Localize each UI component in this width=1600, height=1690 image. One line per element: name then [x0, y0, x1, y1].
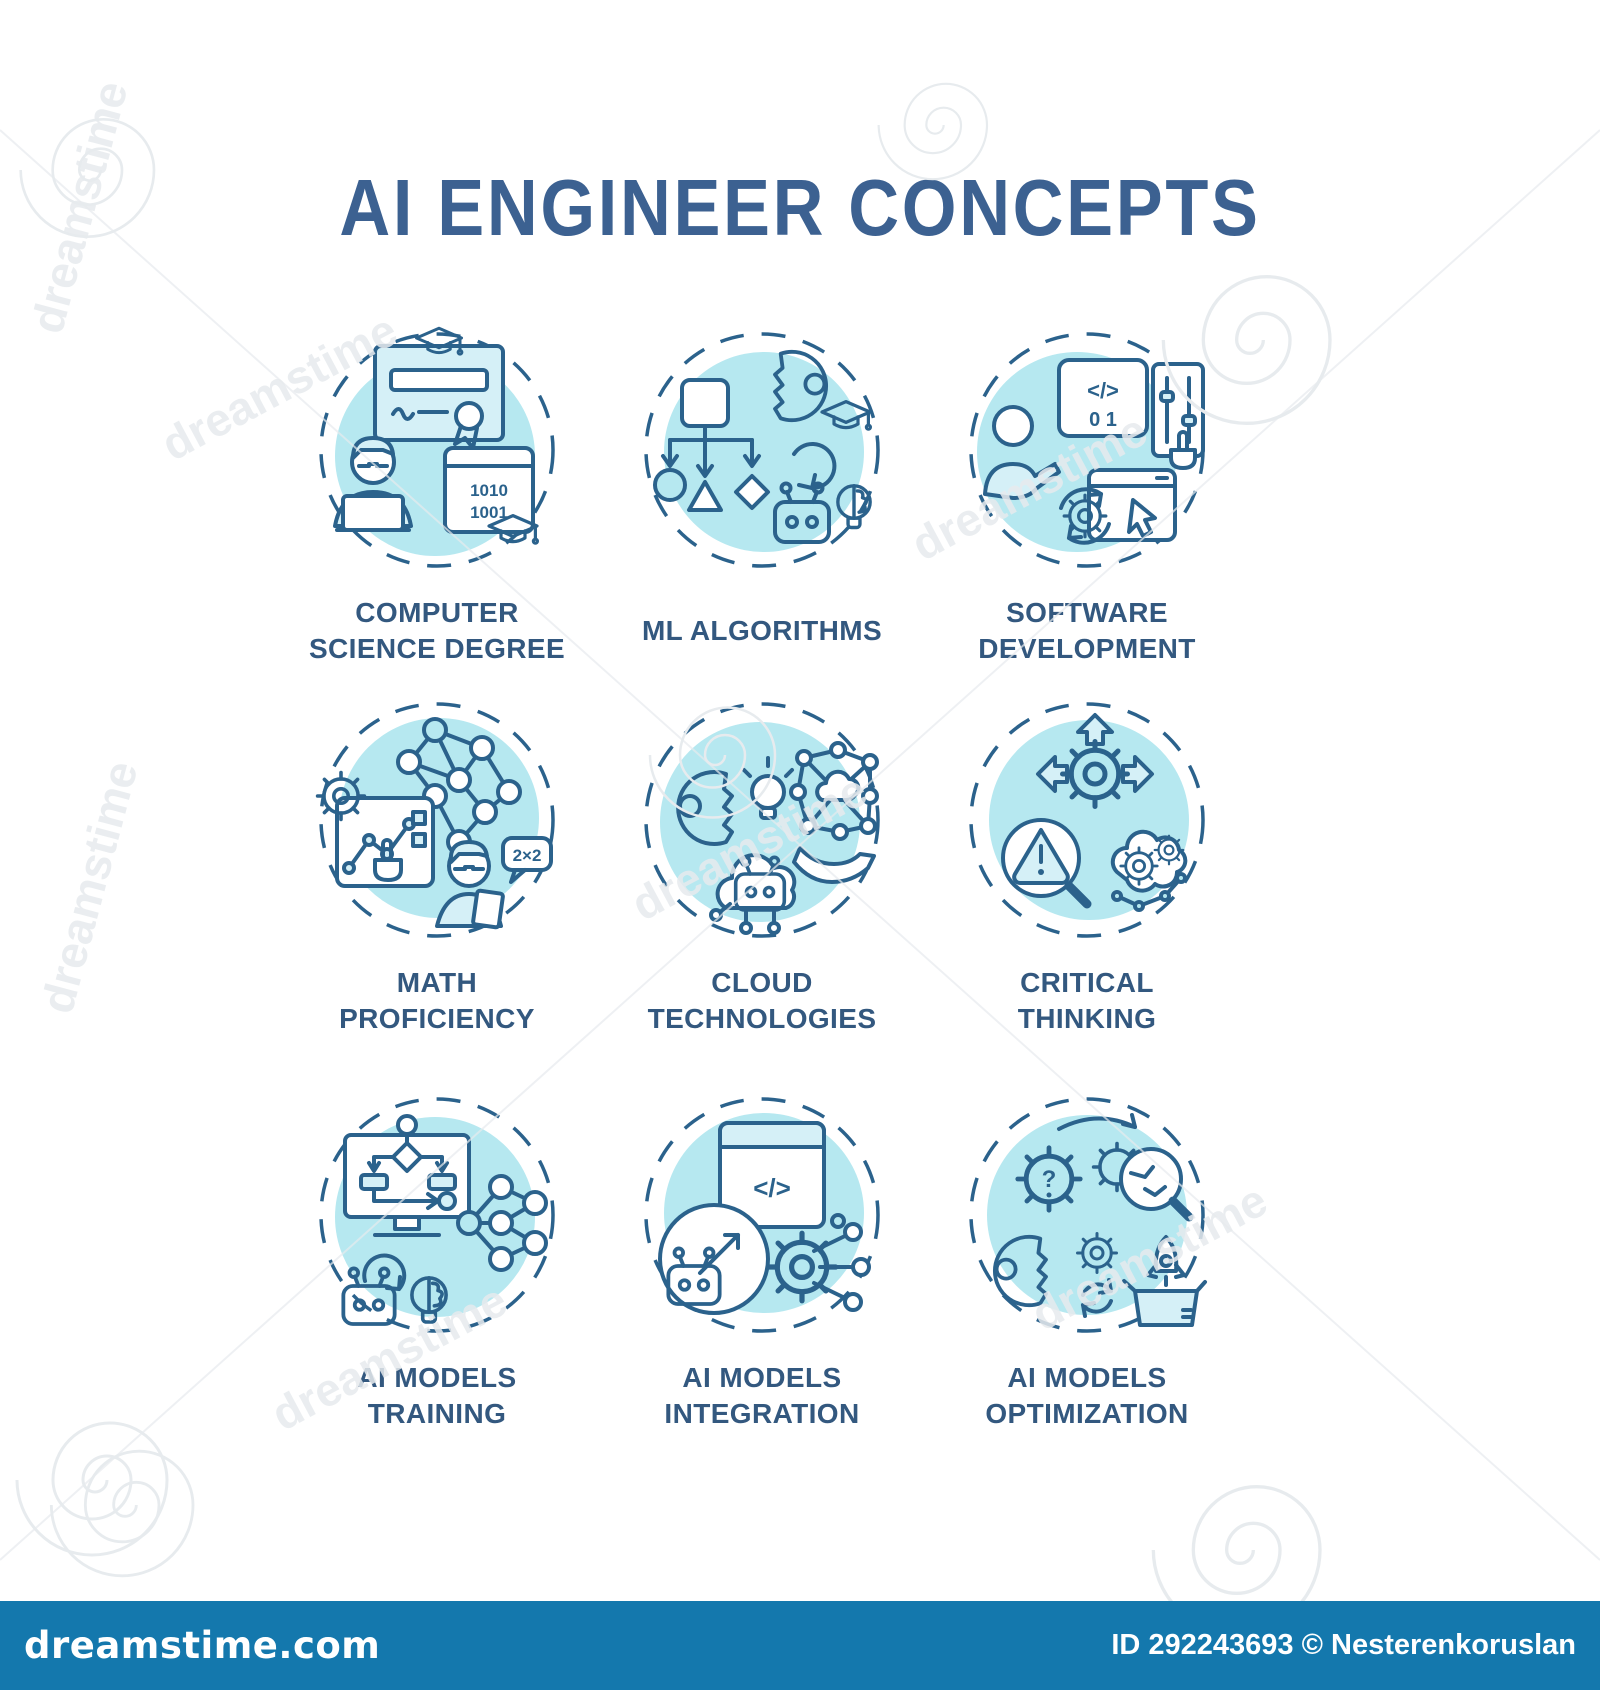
- concept-badge: [642, 330, 882, 570]
- dreamstime-logo: dreamstime.com: [24, 1624, 381, 1667]
- concept-card-ai-models-training: AI MODELS TRAINING: [267, 1095, 607, 1433]
- concept-label: SOFTWARE DEVELOPMENT: [978, 597, 1196, 664]
- gear-icon: [318, 773, 365, 820]
- concept-label: ML ALGORITHMS: [641, 615, 883, 646]
- question-text: ?: [1042, 1166, 1057, 1193]
- concept-badge: [642, 700, 882, 940]
- concept-card-ml-algorithms: ML ALGORITHMS: [592, 330, 932, 668]
- concept-badge: [317, 1095, 557, 1335]
- concept-card-critical-thinking: CRITICAL THINKING: [917, 700, 1257, 1038]
- code-settings-icon: </> 0 1: [969, 332, 1205, 568]
- page-title: AI ENGINEER CONCEPTS: [339, 163, 1261, 252]
- concept-badge: </> 0 1: [967, 330, 1207, 570]
- cloud-network-icon: [644, 702, 880, 938]
- concept-label: AI MODELS TRAINING: [357, 1362, 517, 1429]
- question-gear-icon: ?: [1018, 1148, 1080, 1210]
- monitor-flowchart-icon: [319, 1097, 555, 1333]
- concept-card-ai-models-optimization: ?: [917, 1095, 1257, 1433]
- watermark-text: dreamstime: [30, 755, 148, 1019]
- certificate-graduate-icon: 1010 1001: [319, 326, 555, 568]
- concept-label: AI MODELS OPTIMIZATION: [985, 1362, 1189, 1429]
- concept-label: AI MODELS INTEGRATION: [664, 1362, 860, 1429]
- code-window-gear-icon: </>: [644, 1097, 880, 1333]
- robot-arrow-icon: [658, 1203, 770, 1315]
- code-text: </>: [753, 1173, 791, 1203]
- gear-question-rocket-icon: ?: [969, 1097, 1207, 1333]
- neural-network-calc-icon: 2×2: [317, 702, 555, 938]
- watermark-spiral-icon: [49, 1449, 195, 1578]
- image-credit: ID 292243693 © Nesterenkoruslan: [1111, 1629, 1576, 1661]
- code-panel-icon: </> 0 1: [1057, 358, 1149, 438]
- concept-label: CRITICAL THINKING: [1017, 967, 1157, 1034]
- formula-text: 2×2: [513, 846, 542, 865]
- concept-badge: 2×2: [317, 700, 557, 940]
- certificate-icon: [373, 344, 505, 450]
- concept-badge: </>: [642, 1095, 882, 1335]
- concept-badge: ?: [967, 1095, 1207, 1335]
- concept-card-math-proficiency: 2×2 MATH PROFICIENCY: [267, 700, 607, 1038]
- monitor-flowchart: [343, 1114, 471, 1237]
- concept-badge: [967, 700, 1207, 940]
- concept-card-cloud-technologies: CLOUD TECHNOLOGIES: [592, 700, 932, 1038]
- concept-card-software-development: </> 0 1: [917, 330, 1257, 668]
- binary-text: 1010: [470, 481, 508, 500]
- bits-text: 0 1: [1089, 409, 1117, 431]
- concept-card-computer-science-degree: 1010 1001 COMPUTER SCIENCE DEGREE: [267, 326, 607, 668]
- concept-label: MATH PROFICIENCY: [339, 967, 535, 1034]
- concept-card-ai-models-integration: </>: [592, 1095, 932, 1433]
- concept-label: CLOUD TECHNOLOGIES: [647, 967, 877, 1034]
- watermark-spiral-icon: [15, 1421, 169, 1557]
- concept-label: COMPUTER SCIENCE DEGREE: [308, 597, 566, 664]
- sliders-panel-icon: [1151, 362, 1205, 470]
- concept-badge: 1010 1001: [317, 326, 557, 570]
- warning-gears-icon: [969, 702, 1205, 938]
- credit-bar: dreamstime.com ID 292243693 © Nesterenko…: [0, 1601, 1600, 1690]
- code-text: </>: [1087, 378, 1119, 403]
- flowchart-robot-icon: [644, 332, 880, 568]
